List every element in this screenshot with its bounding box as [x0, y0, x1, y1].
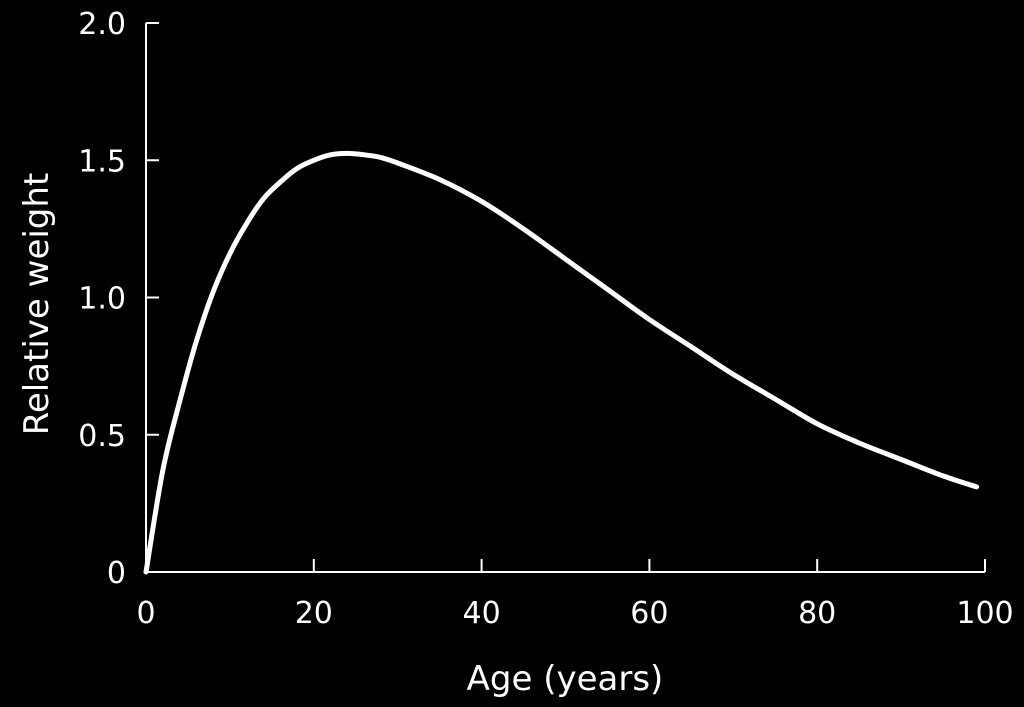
ticks: 0 20 40 60 80 100 0 0.5 1.0 1.5 2.0 — [78, 7, 1013, 631]
x-tick-label: 40 — [463, 596, 501, 631]
x-tick-label: 80 — [798, 596, 836, 631]
y-tick-label: 1.0 — [78, 282, 126, 317]
y-axis-label: Relative weight — [17, 173, 57, 436]
x-tick-label: 60 — [630, 596, 668, 631]
series-layer — [143, 150, 980, 575]
x-tick-label: 0 — [136, 596, 155, 631]
y-tick-label: 1.5 — [78, 144, 126, 179]
series-line — [143, 150, 980, 575]
x-tick-label: 20 — [295, 596, 333, 631]
y-tick-label: 0.5 — [78, 419, 126, 454]
x-tick-label: 100 — [956, 596, 1013, 631]
x-axis-label: Age (years) — [467, 659, 664, 699]
y-tick-label: 2.0 — [78, 7, 126, 42]
y-tick-label: 0 — [107, 556, 126, 591]
